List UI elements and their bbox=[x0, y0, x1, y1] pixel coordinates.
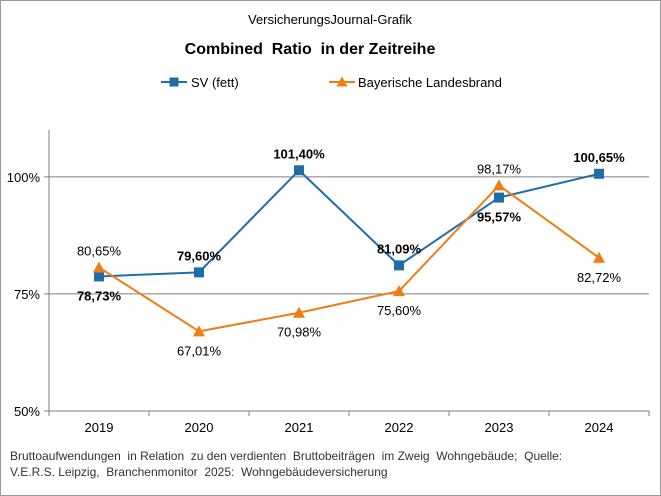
x-tick-label-2020: 2020 bbox=[185, 420, 214, 435]
data-point-sv-2019 bbox=[94, 271, 104, 282]
plot-area: 50% 75% 100% 2019 2020 2021 2022 2023 2024 78,73%… bbox=[7, 130, 650, 435]
data-point-landesbrand-2024 bbox=[593, 251, 605, 263]
data-point-landesbrand-2023 bbox=[493, 179, 505, 191]
chart-title: Combined Ratio in der Zeitreihe bbox=[185, 41, 436, 58]
data-point-landesbrand-2022 bbox=[393, 285, 405, 297]
data-label-sv-2024: 100,65% bbox=[573, 150, 625, 165]
data-point-landesbrand-2019 bbox=[93, 261, 105, 273]
data-label-sv-2019: 78,73% bbox=[77, 288, 122, 303]
data-label-sv-2020: 79,60% bbox=[177, 248, 222, 263]
data-label-landesbrand-2020: 67,01% bbox=[177, 343, 222, 358]
legend-marker-sv bbox=[169, 77, 179, 87]
x-tick-label-2022: 2022 bbox=[385, 420, 414, 435]
legend: SV (fett) Bayerische Landesbrand bbox=[161, 75, 502, 90]
legend-item-sv: SV (fett) bbox=[161, 75, 239, 90]
y-tick-label: 100% bbox=[7, 170, 41, 185]
data-label-landesbrand-2021: 70,98% bbox=[277, 325, 322, 340]
data-label-landesbrand-2019: 80,65% bbox=[77, 243, 122, 258]
footnote-line-2: V.E.R.S. Leipzig, Branchenmonitor 2025: … bbox=[10, 465, 388, 479]
legend-marker-landesbrand bbox=[336, 76, 348, 87]
data-label-sv-2021: 101,40% bbox=[273, 146, 325, 161]
data-point-sv-2023 bbox=[494, 192, 504, 203]
data-point-sv-2024 bbox=[594, 168, 604, 179]
y-tick-label: 50% bbox=[14, 404, 40, 419]
data-label-landesbrand-2024: 82,72% bbox=[577, 270, 622, 285]
legend-label-landesbrand: Bayerische Landesbrand bbox=[358, 75, 502, 90]
y-tick-label: 75% bbox=[14, 287, 40, 302]
legend-label-sv: SV (fett) bbox=[191, 75, 239, 90]
data-label-landesbrand-2023: 98,17% bbox=[477, 161, 522, 176]
data-point-landesbrand-2021 bbox=[293, 306, 305, 318]
data-label-landesbrand-2022: 75,60% bbox=[377, 303, 422, 318]
data-point-sv-2021 bbox=[294, 165, 304, 176]
x-tick-label-2024: 2024 bbox=[585, 420, 614, 435]
data-label-sv-2023: 95,57% bbox=[477, 210, 522, 225]
data-point-sv-2022 bbox=[394, 260, 404, 271]
chart-supertitle: VersicherungsJournal-Grafik bbox=[248, 12, 413, 27]
x-tick-label-2023: 2023 bbox=[485, 420, 514, 435]
legend-item-landesbrand: Bayerische Landesbrand bbox=[329, 75, 502, 90]
x-tick-label-2021: 2021 bbox=[285, 420, 314, 435]
series-line-sv bbox=[98, 169, 600, 278]
data-label-sv-2022: 81,09% bbox=[377, 241, 422, 256]
x-tick-label-2019: 2019 bbox=[85, 420, 114, 435]
data-point-sv-2020 bbox=[194, 267, 204, 278]
series-line-landesbrand bbox=[98, 184, 600, 333]
footnote-line-1: Bruttoaufwendungen in Relation zu den ve… bbox=[10, 449, 562, 463]
data-point-landesbrand-2020 bbox=[193, 325, 205, 337]
